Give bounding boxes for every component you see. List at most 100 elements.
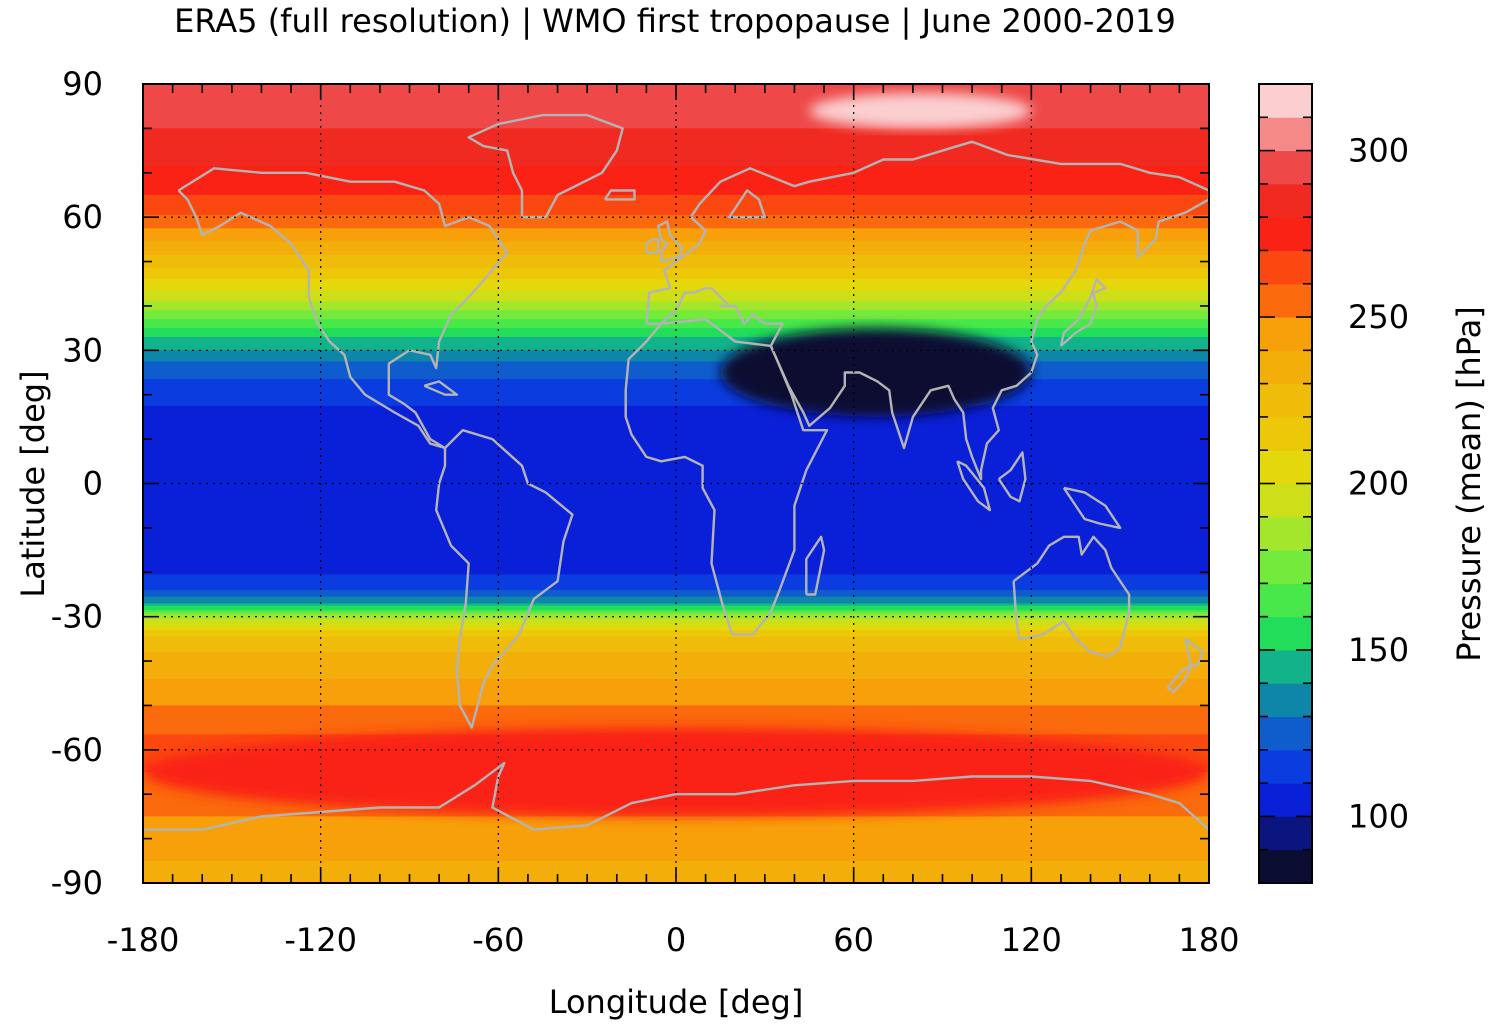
zonal-band: [143, 823, 1209, 826]
arctic-maximum: [809, 92, 1032, 129]
zonal-band: [143, 561, 1209, 564]
zonal-band: [143, 408, 1209, 411]
zonal-band: [143, 172, 1209, 176]
zonal-band: [143, 294, 1209, 298]
zonal-band: [143, 143, 1209, 147]
colorbar-level: [1259, 84, 1312, 118]
zonal-band: [143, 234, 1209, 238]
colorbar-level: [1259, 749, 1312, 784]
zonal-band: [143, 492, 1209, 496]
colorbar-level: [1259, 816, 1312, 851]
coastline-new-guinea: [1062, 486, 1122, 530]
zonal-band: [143, 372, 1209, 376]
zonal-band: [143, 432, 1209, 436]
zonal-band: [143, 459, 1209, 462]
colorbar-level: [1259, 849, 1312, 884]
coastline-new-zealand-south: [1166, 664, 1193, 694]
zonal-band: [143, 554, 1209, 558]
chart-title: ERA5 (full resolution) | WMO first tropo…: [174, 2, 1176, 40]
zonal-band: [143, 829, 1209, 833]
x-tick-label: -180: [107, 921, 180, 959]
zonal-band: [143, 135, 1209, 138]
zonal-band: [143, 430, 1209, 434]
coastline-cuba: [423, 380, 459, 396]
zonal-band: [143, 645, 1209, 649]
zonal-band: [143, 270, 1209, 274]
zonal-band: [143, 505, 1209, 509]
zonal-band: [143, 186, 1209, 189]
zonal-band: [143, 858, 1209, 862]
zonal-band: [143, 232, 1209, 236]
zonal-band: [143, 845, 1209, 849]
zonal-band: [143, 423, 1209, 427]
zonal-band: [143, 312, 1209, 316]
zonal-band: [143, 281, 1209, 285]
zonal-band: [143, 208, 1209, 212]
coastline-borneo: [997, 451, 1027, 503]
zonal-band: [143, 388, 1209, 391]
colorbar-level: [1259, 516, 1312, 551]
zonal-band: [143, 354, 1209, 358]
zonal-band: [143, 359, 1209, 363]
x-tick-label: 180: [1178, 921, 1239, 959]
zonal-band: [143, 472, 1209, 476]
zonal-band: [143, 712, 1209, 715]
zonal-band: [143, 843, 1209, 846]
colorbar-levels: [1259, 84, 1312, 884]
zonal-band: [143, 525, 1209, 529]
zonal-band: [143, 669, 1209, 673]
zonal-band: [143, 638, 1209, 642]
zonal-band: [143, 221, 1209, 225]
zonal-band: [143, 470, 1209, 474]
colorbar-level: [1259, 583, 1312, 618]
y-axis-label: Latitude [deg]: [14, 370, 52, 597]
zonal-band: [143, 856, 1209, 860]
coastline-new-zealand: [1184, 637, 1205, 667]
zonal-band: [143, 439, 1209, 442]
colorbar-level: [1259, 317, 1312, 351]
zonal-band: [143, 277, 1209, 280]
zonal-band: [143, 148, 1209, 152]
zonal-band: [143, 512, 1209, 516]
zonal-band: [143, 443, 1209, 447]
zonal-band: [143, 343, 1209, 347]
zonal-band: [143, 707, 1209, 711]
zonal-band: [143, 381, 1209, 385]
zonal-band: [143, 112, 1209, 116]
zonal-band: [143, 674, 1209, 678]
zonal-band: [143, 226, 1209, 229]
zonal-band: [143, 641, 1209, 644]
zonal-band: [143, 161, 1209, 165]
zonal-band: [143, 117, 1209, 121]
zonal-band: [143, 445, 1209, 449]
zonal-band: [143, 283, 1209, 287]
zonal-band: [143, 479, 1209, 482]
zonal-band: [143, 863, 1209, 866]
zonal-band: [143, 687, 1209, 691]
zonal-band: [143, 192, 1209, 196]
zonal-band: [143, 840, 1209, 844]
colorbar-level: [1259, 683, 1312, 718]
zonal-band: [143, 543, 1209, 547]
zonal-band: [143, 572, 1209, 576]
coastline-scandinavia-finland: [728, 189, 766, 219]
zonal-band: [143, 212, 1209, 216]
zonal-band: [143, 248, 1209, 252]
zonal-band: [143, 485, 1209, 489]
coastline-iceland: [603, 189, 636, 201]
zonal-band: [143, 137, 1209, 141]
zonal-band: [143, 288, 1209, 292]
plot-frame: [142, 83, 1210, 884]
zonal-band: [143, 576, 1209, 580]
colorbar-level: [1259, 383, 1312, 418]
zonal-band: [143, 250, 1209, 254]
coastline-antarctica: [143, 761, 1209, 831]
colorbar-level: [1259, 117, 1312, 152]
zonal-band: [143, 299, 1209, 303]
zonal-band: [143, 683, 1209, 687]
zonal-band: [143, 585, 1209, 589]
y-tick-label: 30: [62, 331, 103, 369]
zonal-band: [143, 605, 1209, 609]
coastline-madagascar: [805, 535, 826, 596]
